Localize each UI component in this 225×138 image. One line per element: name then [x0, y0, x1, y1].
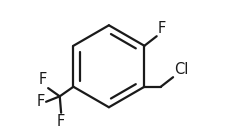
Text: Cl: Cl	[173, 62, 188, 76]
Text: F: F	[57, 114, 65, 129]
Text: F: F	[39, 72, 47, 87]
Text: F: F	[37, 94, 45, 109]
Text: F: F	[157, 21, 165, 35]
